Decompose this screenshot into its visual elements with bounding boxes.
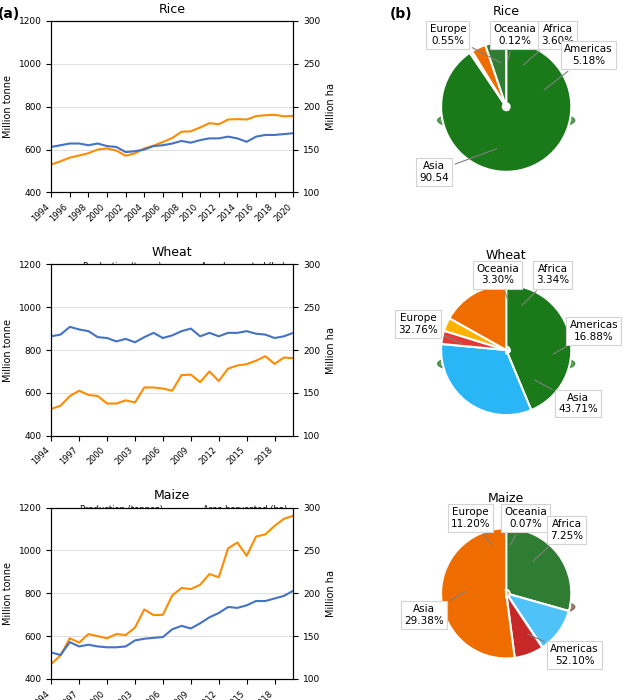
Text: Asia
90.54: Asia 90.54 [419,149,497,183]
Y-axis label: Million tonne: Million tonne [3,75,13,138]
Ellipse shape [438,109,575,132]
Wedge shape [472,51,508,110]
Text: Europe
11.20%: Europe 11.20% [451,507,492,545]
Text: Africa
7.25%: Africa 7.25% [533,519,583,561]
Y-axis label: Million tonne: Million tonne [3,562,13,625]
Y-axis label: Million tonne: Million tonne [3,318,13,382]
Y-axis label: Million ha: Million ha [326,326,336,374]
Y-axis label: Million ha: Million ha [326,570,336,617]
Text: Americas
5.18%: Americas 5.18% [544,45,612,90]
Wedge shape [449,285,509,354]
Text: Africa
3.34%: Africa 3.34% [522,264,570,305]
Wedge shape [504,590,542,658]
Text: Asia
43.71%: Asia 43.71% [534,380,598,414]
Wedge shape [470,52,508,110]
Wedge shape [485,41,508,110]
Wedge shape [441,344,531,415]
Y-axis label: Million ha: Million ha [326,83,336,130]
Text: (a): (a) [0,6,20,20]
Title: Rice: Rice [493,6,520,18]
Wedge shape [503,528,572,611]
Text: Africa
3.60%: Africa 3.60% [524,24,574,65]
Legend: Production (tonne), Area harvested (ha): Production (tonne), Area harvested (ha) [56,258,289,274]
Wedge shape [441,41,572,172]
Wedge shape [503,285,572,410]
Text: (b): (b) [390,6,412,20]
Wedge shape [503,591,569,648]
Wedge shape [441,528,515,659]
Text: Europe
32.76%: Europe 32.76% [399,313,461,344]
Text: Americas
16.88%: Americas 16.88% [553,320,618,354]
Title: Wheat: Wheat [486,248,527,262]
Text: Oceania
0.12%: Oceania 0.12% [493,24,536,60]
Legend: Production (tonnes), Area harvested (ha): Production (tonnes), Area harvested (ha) [54,501,291,517]
Text: Oceania
3.30%: Oceania 3.30% [477,264,519,300]
Title: Maize: Maize [154,489,190,503]
Text: Oceania
0.07%: Oceania 0.07% [504,507,547,545]
Ellipse shape [438,353,575,375]
Wedge shape [444,318,509,351]
Ellipse shape [438,596,575,618]
Text: Europe
0.55%: Europe 0.55% [429,24,501,63]
Text: Asia
29.38%: Asia 29.38% [404,592,466,626]
Wedge shape [472,45,508,110]
Title: Maize: Maize [488,492,524,505]
Text: Americas
52.10%: Americas 52.10% [528,634,599,666]
Title: Rice: Rice [159,3,186,15]
Title: Wheat: Wheat [152,246,193,259]
Wedge shape [504,591,543,648]
Wedge shape [442,330,509,351]
